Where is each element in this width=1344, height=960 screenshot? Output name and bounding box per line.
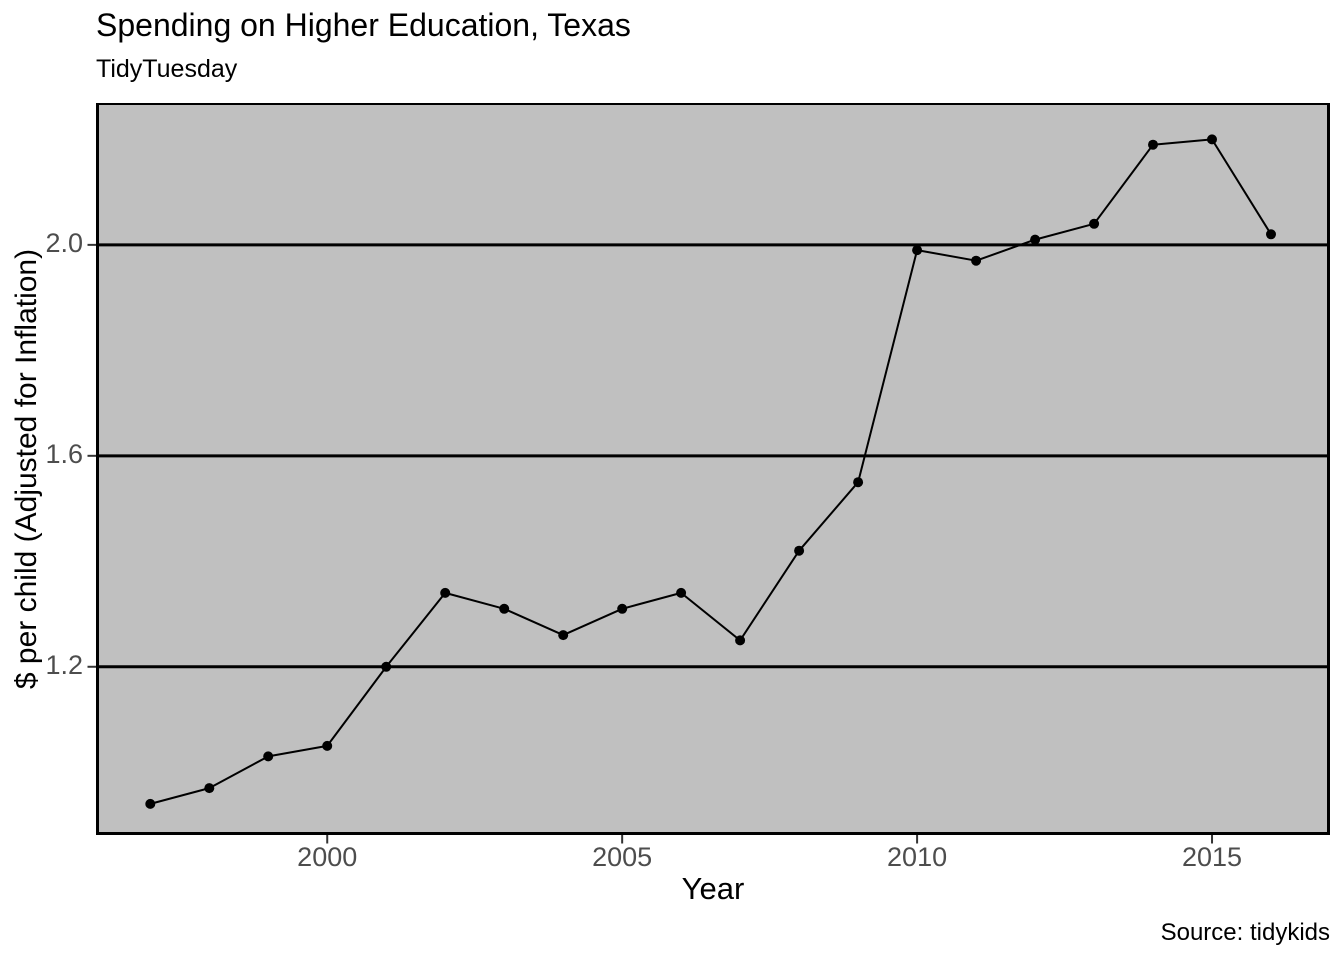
chart-title: Spending on Higher Education, Texas xyxy=(96,7,631,43)
y-tick-label: 1.2 xyxy=(45,649,83,680)
x-tick-label: 2005 xyxy=(592,842,653,872)
data-point xyxy=(1030,234,1041,245)
y-tick-label: 2.0 xyxy=(45,227,83,258)
data-point xyxy=(971,255,982,266)
plot-panel xyxy=(96,103,1330,835)
data-point xyxy=(145,798,156,809)
data-line xyxy=(150,138,1272,805)
data-point xyxy=(263,751,274,762)
data-point xyxy=(676,587,687,598)
data-point xyxy=(853,477,864,488)
x-axis-title: Year xyxy=(681,871,745,906)
data-point xyxy=(735,635,746,646)
data-point xyxy=(381,661,392,672)
data-point xyxy=(794,545,805,556)
data-point xyxy=(912,245,923,256)
data-point xyxy=(204,783,215,794)
data-point xyxy=(1266,229,1276,240)
data-point xyxy=(617,603,628,614)
chart-caption: Source: tidykids xyxy=(1160,919,1330,946)
data-point xyxy=(1089,218,1100,229)
data-point xyxy=(322,740,333,751)
data-point xyxy=(440,587,451,598)
y-tick-label: 1.6 xyxy=(45,438,83,469)
x-tick-label: 2000 xyxy=(297,842,358,872)
x-tick-label: 2010 xyxy=(887,842,948,872)
data-point xyxy=(558,630,569,641)
x-tick-label: 2015 xyxy=(1181,842,1243,872)
data-point xyxy=(1148,139,1158,150)
data-point xyxy=(499,603,510,614)
data-point xyxy=(1207,134,1217,145)
chart-subtitle: TidyTuesday xyxy=(96,55,238,83)
